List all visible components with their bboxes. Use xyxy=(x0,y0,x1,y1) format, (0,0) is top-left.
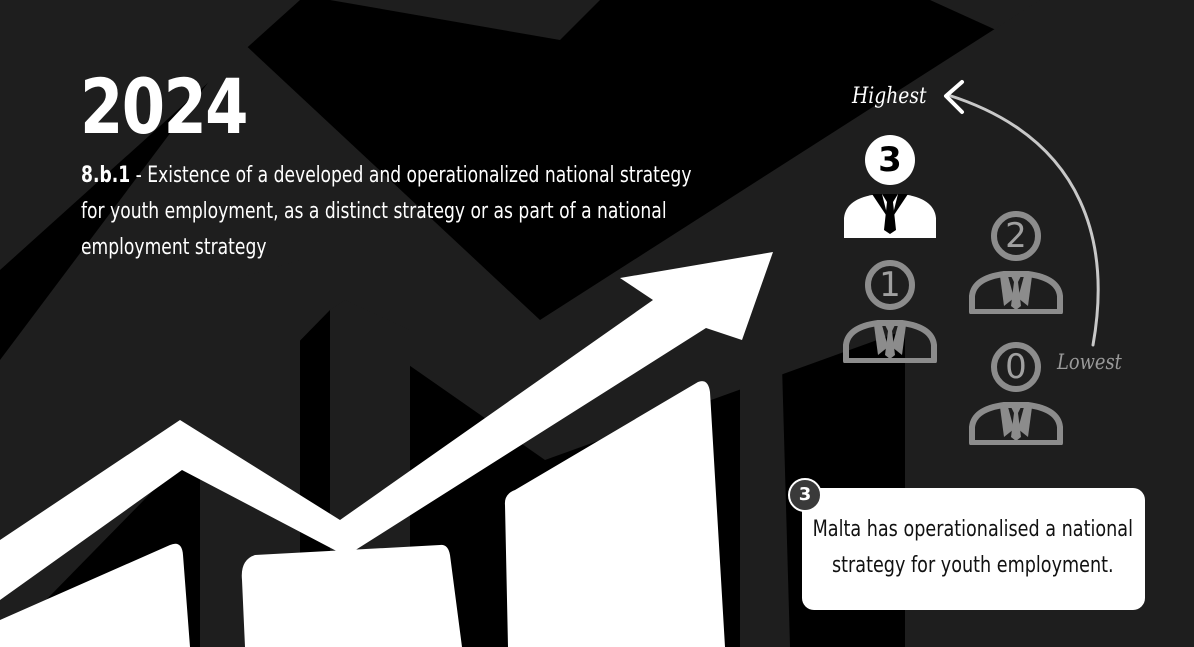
indicator-text: Existence of a developed and operational… xyxy=(81,163,692,260)
score-level-3-number: 3 xyxy=(878,140,902,180)
decor-band xyxy=(330,0,600,40)
indicator-description: 8.b.1 - Existence of a developed and ope… xyxy=(81,158,697,266)
score-level-1-number: 1 xyxy=(879,265,901,305)
decor-bar xyxy=(740,295,790,647)
lowest-label: Lowest xyxy=(1057,350,1122,374)
year-heading: 2024 xyxy=(80,62,249,151)
score-level-1-person-icon: 1 xyxy=(838,259,942,363)
growth-bar xyxy=(0,543,190,647)
indicator-code: 8.b.1 xyxy=(81,163,131,188)
highest-label: Highest xyxy=(852,84,927,109)
score-level-0-number: 0 xyxy=(1005,347,1027,387)
score-level-0-person-icon: 0 xyxy=(964,341,1068,445)
result-card: Malta has operationalised a national str… xyxy=(802,488,1145,610)
growth-bar xyxy=(241,544,462,647)
decor-bar xyxy=(200,260,300,647)
trend-arrow xyxy=(0,252,773,600)
score-level-2-number: 2 xyxy=(1005,216,1027,256)
growth-bar xyxy=(504,381,725,647)
scale-arrowhead xyxy=(944,80,964,114)
score-level-3-person-icon: 3 xyxy=(838,134,942,238)
score-level-2-person-icon: 2 xyxy=(964,210,1068,314)
result-text: Malta has operationalised a national str… xyxy=(812,517,1133,578)
indicator-separator: - xyxy=(130,163,148,188)
result-score-badge: 3 xyxy=(788,478,822,512)
scale-curve-arrow xyxy=(946,93,1100,347)
